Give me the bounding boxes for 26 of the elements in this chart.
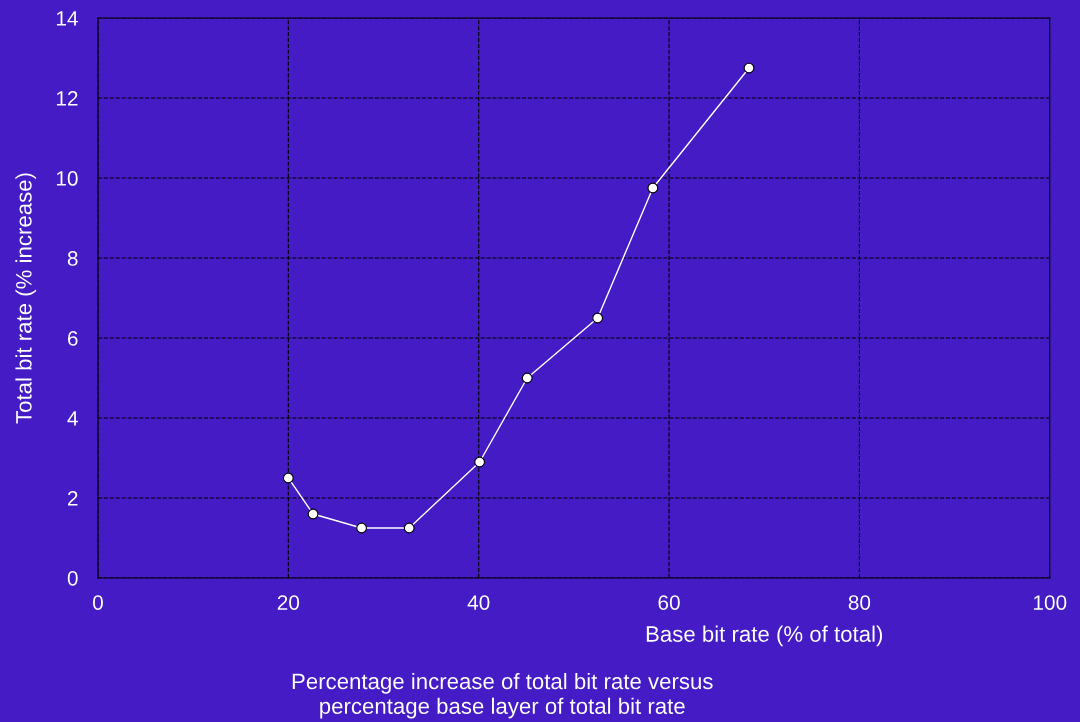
x-axis-title: Base bit rate (% of total) (646, 625, 883, 647)
y-tick-label: 14 (56, 11, 78, 26)
x-tick-label: 40 (467, 595, 490, 610)
y-tick-label: 8 (67, 251, 78, 266)
point (356, 522, 368, 534)
x-tick-label: 60 (658, 595, 680, 610)
point (474, 456, 486, 468)
point (521, 372, 533, 384)
x-tick-label: 80 (848, 595, 871, 610)
y-tick-label: 6 (67, 331, 78, 346)
y-tick-label: 2 (67, 490, 78, 506)
y-tick-label: 4 (67, 411, 78, 426)
x-tick-label: 0 (92, 595, 103, 610)
point (307, 508, 319, 520)
text: Percentage increase of total bit rate versus percentage base layer of total bit rate (292, 672, 713, 719)
point (403, 522, 415, 534)
x-tick-label: 100 (1033, 595, 1067, 610)
y-tick-label: 10 (56, 171, 78, 186)
point (282, 472, 294, 484)
y-tick-label: 12 (56, 91, 78, 106)
y-axis-title: Total bit rate (% increase) (15, 173, 37, 424)
point (592, 312, 604, 324)
point (647, 182, 659, 194)
point (743, 62, 755, 74)
x-tick-label: 20 (277, 595, 300, 610)
y-tick-label: 0 (67, 570, 78, 586)
